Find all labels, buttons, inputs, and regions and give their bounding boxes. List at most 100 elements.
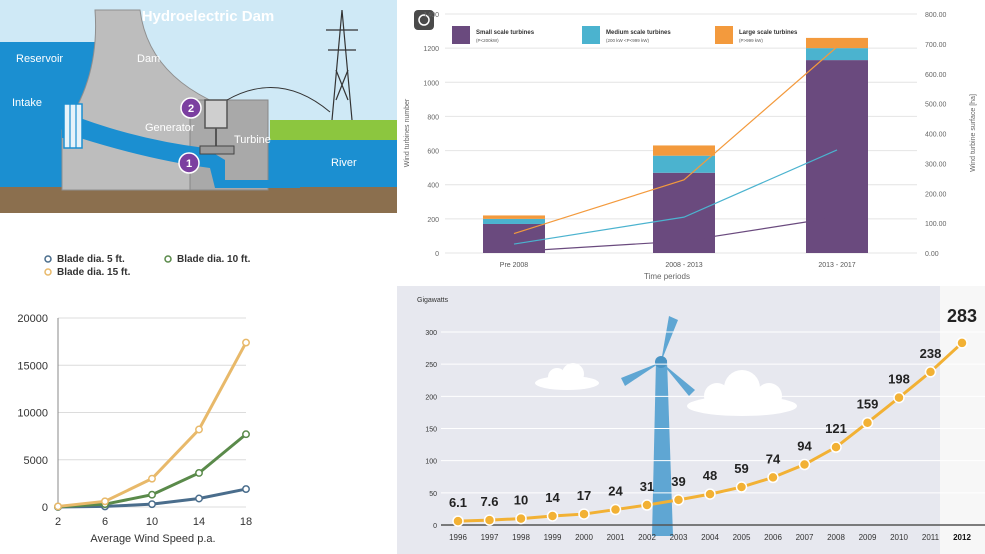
gw-data-label: 39	[671, 474, 685, 489]
cloud-icon-right	[687, 370, 797, 416]
gw-y-tick: 150	[425, 427, 437, 434]
gw-x-tick: 2011	[922, 533, 940, 542]
marker-2-label: 2	[188, 103, 194, 115]
gw-data-point	[578, 508, 590, 520]
gw-data-label: 24	[608, 484, 623, 499]
generator-box	[204, 99, 228, 129]
turbines-y-left-tick: 400	[427, 183, 439, 190]
penstock	[62, 118, 300, 188]
turbines-x-tick: 2008 - 2013	[665, 262, 702, 269]
gigawatts-chart: 0 50 100 150 200 250 300 1996 1997 1998 1999 2000 20…	[397, 286, 985, 554]
transmission-tower	[326, 9, 358, 121]
gw-data-point	[798, 458, 811, 471]
dam-title: Hydroelectric Dam	[142, 8, 275, 25]
blade-diameter-chart: Blade dia. 5 ft. Blade dia. 10 ft. Blade d…	[0, 246, 397, 554]
grass-bank	[270, 120, 397, 142]
turbines-legend-swatch	[715, 26, 733, 44]
gw-x-tick: 2001	[607, 533, 625, 542]
gw-data-label: 7.6	[480, 494, 498, 509]
gw-data-label: 159	[857, 397, 879, 412]
blade-data-point	[148, 500, 156, 509]
turbines-legend-sub: (P<200kW)	[476, 38, 499, 43]
turbines-y-right-tick: 800.00	[925, 12, 947, 19]
blade-legend-label: Blade dia. 15 ft.	[57, 267, 131, 278]
blade-data-point	[242, 485, 250, 493]
gw-x-tick: 2006	[764, 533, 782, 542]
turbines-y-left-tick: 200	[427, 217, 439, 224]
turbines-y-left-tick: 1400	[423, 12, 439, 19]
gw-data-point	[704, 488, 716, 500]
marker-2	[180, 97, 202, 119]
cloud-icon-left	[535, 363, 599, 390]
blade-y-tick: 15000	[17, 360, 48, 372]
gw-x-tick: 2008	[827, 533, 845, 542]
ground	[0, 187, 397, 213]
gw-x-tick: 2010	[890, 533, 908, 542]
gw-data-point	[641, 499, 653, 511]
label-turbine: Turbine	[234, 134, 271, 146]
blade-data-point	[148, 490, 156, 499]
gw-data-point	[735, 481, 748, 493]
turbines-y-right-tick: 100.00	[925, 221, 947, 228]
gw-data-label: 6.1	[449, 495, 467, 510]
label-dam: Dam	[137, 53, 160, 65]
gw-data-label: 17	[577, 488, 591, 503]
turbines-legend-swatch	[582, 26, 600, 44]
gw-data-point	[767, 471, 779, 484]
gw-x-tick: 1998	[512, 533, 530, 542]
gw-x-tick: 1999	[544, 533, 562, 542]
brain-icon	[414, 10, 434, 30]
turbines-legend-sub: (P>999 kW)	[739, 38, 763, 43]
gw-x-tick: 1996	[449, 533, 467, 542]
turbines-y-right-label: Wind turbine surface [ha]	[970, 94, 977, 172]
turbines-y-right-tick: 0.00	[925, 251, 939, 258]
gw-y-tick: 100	[425, 459, 437, 466]
label-generator: Generator	[145, 122, 195, 134]
gw-data-label: 283	[947, 306, 977, 326]
turbines-bar-segment	[653, 155, 715, 173]
gw-y-tick: 300	[425, 330, 437, 337]
blade-x-tick: 10	[146, 516, 158, 528]
blade-data-point	[101, 497, 109, 506]
wind-turbines-chart: 0 200 400 600 800 1000 1200 1400 0.00 100.00 200.0…	[397, 0, 985, 283]
gw-x-tick: 2003	[670, 533, 688, 542]
wind-turbines-svg: 0 200 400 600 800 1000 1200 1400 0.00 100.00 200.0…	[397, 0, 985, 283]
turbines-bar-segment	[806, 60, 868, 253]
turbines-surface-line	[513, 216, 838, 253]
turbines-y-right-tick: 300.00	[925, 161, 947, 168]
dam-diagram-svg: Hydroelectric Dam Reservoir Dam Intake G…	[0, 0, 397, 213]
turbines-y-left-tick: 800	[427, 114, 439, 121]
gw-data-label: 74	[766, 451, 781, 466]
hydroelectric-dam-diagram: Hydroelectric Dam Reservoir Dam Intake G…	[0, 0, 397, 213]
blade-x-label: Average Wind Speed p.a.	[90, 533, 215, 545]
gw-y-tick: 0	[433, 523, 437, 530]
gw-data-label: 238	[920, 346, 942, 361]
blade-data-point	[148, 474, 156, 483]
turbines-y-left-tick: 0	[435, 251, 439, 258]
gw-data-point	[893, 391, 905, 404]
gw-data-point	[956, 337, 968, 349]
gw-data-label: 121	[825, 421, 847, 436]
turbines-y-left-tick: 1200	[423, 46, 439, 53]
turbines-y-right-tick: 700.00	[925, 42, 947, 49]
gw-x-tick: 1997	[481, 533, 499, 542]
turbines-bar-segment	[483, 223, 545, 253]
turbines-y-right-tick: 600.00	[925, 72, 947, 79]
turbines-y-left-tick: 1000	[423, 80, 439, 87]
turbines-x-tick: 2013 - 2017	[818, 262, 855, 269]
gw-data-label: 14	[545, 490, 560, 505]
blade-legend-marker	[44, 268, 52, 276]
gw-y-tick: 200	[425, 394, 437, 401]
blade-y-tick: 5000	[24, 455, 48, 467]
turbines-surface-line	[513, 46, 838, 235]
gw-data-label: 48	[703, 468, 717, 483]
blade-y-tick: 20000	[17, 313, 48, 325]
gw-x-tick: 2000	[575, 533, 593, 542]
turbines-y-left-tick: 600	[427, 149, 439, 156]
blade-x-tick: 6	[102, 516, 108, 528]
gw-data-point	[452, 515, 464, 527]
gw-data-label: 10	[514, 493, 528, 508]
gw-data-point	[483, 514, 496, 526]
blade-legend-label: Blade dia. 10 ft.	[177, 254, 251, 265]
turbine-shape	[199, 145, 235, 155]
